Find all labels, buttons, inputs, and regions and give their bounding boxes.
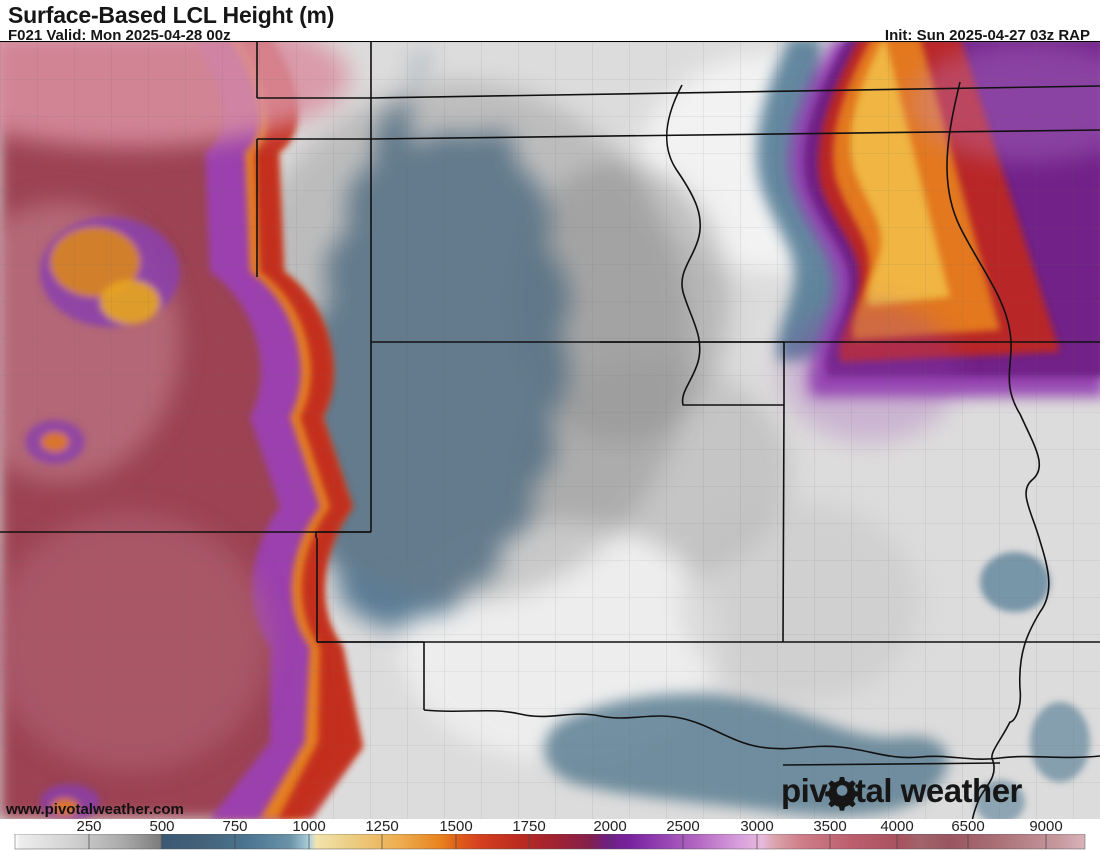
svg-text:piv: piv [781, 772, 828, 809]
svg-text:tal weather: tal weather [855, 772, 1023, 809]
